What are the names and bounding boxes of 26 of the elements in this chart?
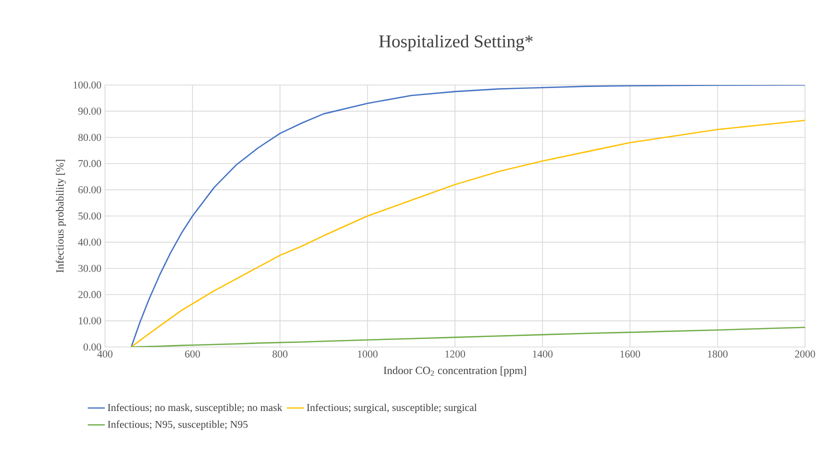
y-tick-label: 90.00 [78,108,102,115]
y-tick-label: 40.00 [78,238,102,246]
x-tick-label: 1600 [620,350,640,358]
x-tick-label: 400 [97,350,112,358]
y-tick-label: 50.00 [78,212,102,220]
legend-label: Infectious; no mask, susceptible; no mask [108,404,282,414]
x-tick-label: 600 [185,350,200,358]
y-tick-label: 10.00 [78,317,102,324]
x-tick-label: 1200 [445,350,466,358]
y-tick-label: 0.00 [84,343,102,351]
x-axis-title: Indoor CO$_{2}$ concentration [ppm] [384,366,526,376]
y-axis-title: Infectious probability [%] [56,160,66,273]
y-tick-label: 80.00 [78,134,102,141]
x-tick-label: 2000 [795,350,816,358]
y-tick-label: 70.00 [78,160,102,168]
y-tick-label: 100.00 [74,81,102,89]
x-tick-label: 1800 [708,350,728,358]
y-tick-label: 30.00 [78,264,102,272]
legend-label: Infectious; N95, susceptible; N95 [108,420,248,430]
y-tick-label: 60.00 [78,186,102,194]
x-tick-label: 1000 [358,350,378,358]
y-tick-label: 20.00 [78,291,102,298]
legend-label: Infectious; surgical, susceptible; surgical [306,404,477,414]
chart-title: Hospitalized Setting* [379,34,533,52]
x-tick-label: 1400 [532,350,553,358]
x-tick-label: 800 [272,350,288,358]
